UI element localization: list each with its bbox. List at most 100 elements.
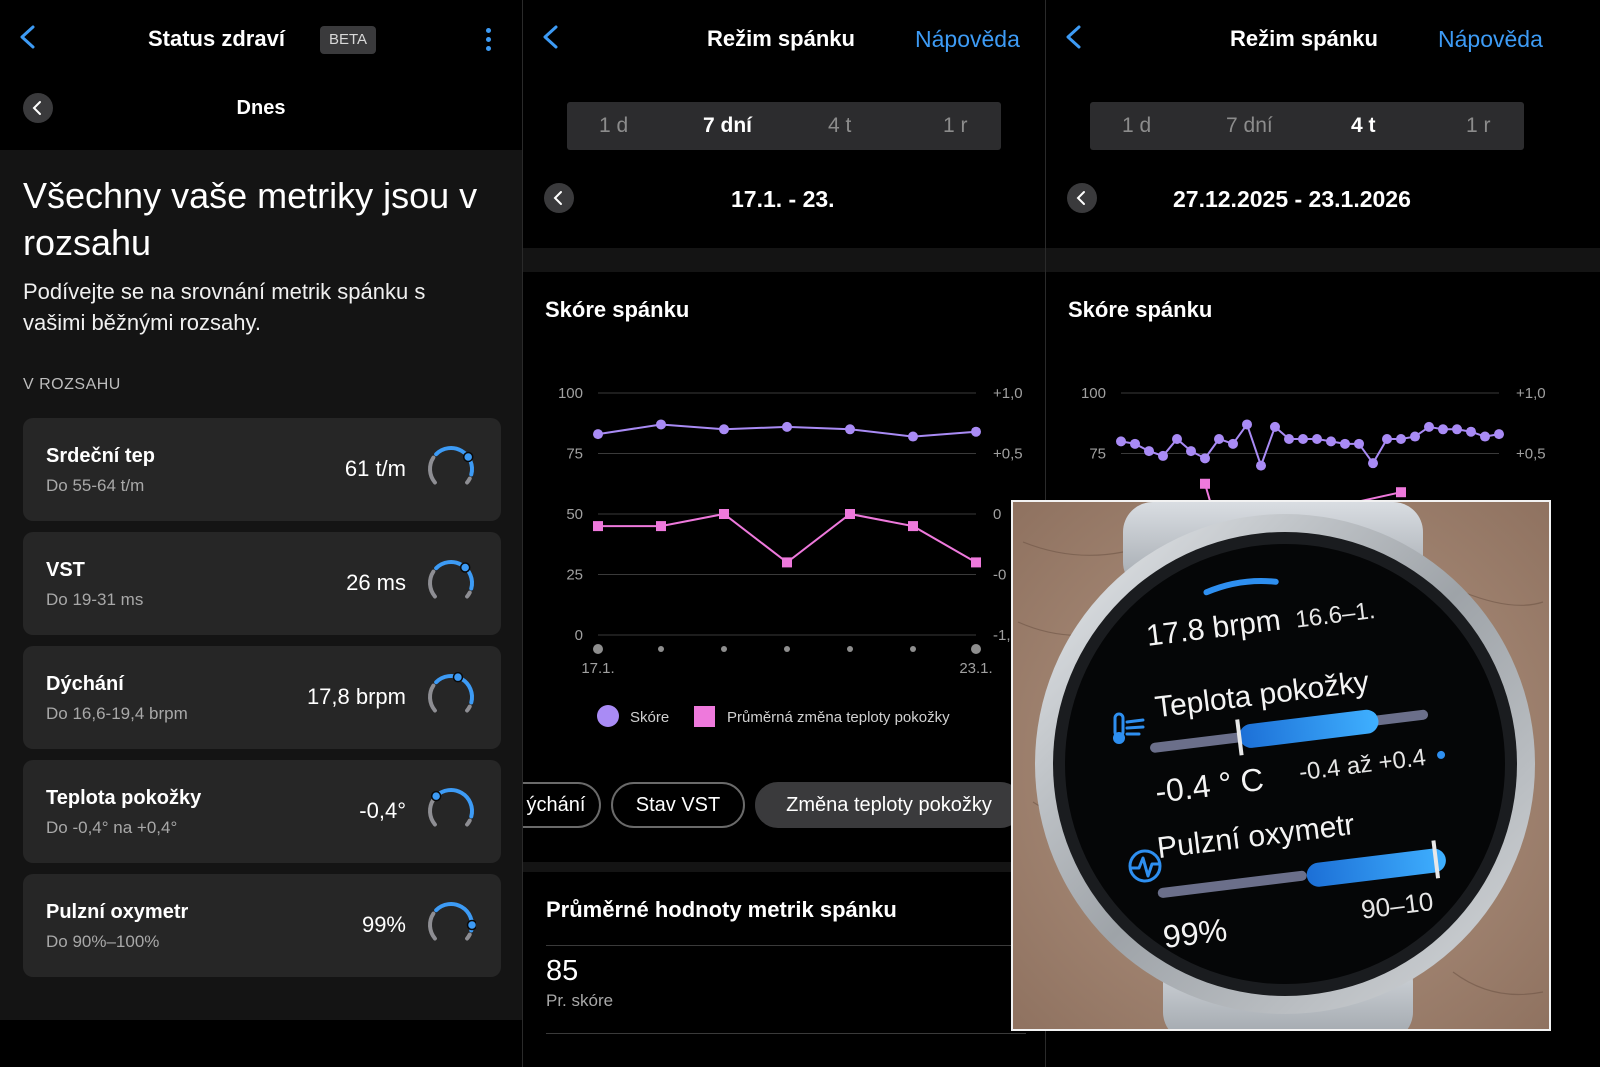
score-point — [1466, 426, 1476, 437]
metric-value: 99% — [361, 912, 406, 937]
score-point — [1340, 438, 1350, 449]
gauge-range-arc — [434, 788, 474, 819]
range-gauge-icon — [428, 672, 474, 713]
period-1d[interactable]: 1 d — [599, 114, 629, 137]
chip-breathing[interactable]: ýchání — [523, 782, 601, 828]
period-4w[interactable]: 4 t — [1351, 114, 1376, 137]
sleep-week-screen: Režim spánku Nápověda 1 d 7 dní 4 t 1 r … — [523, 0, 1045, 1067]
chip-skin-temp-change[interactable]: Změna teploty pokožky — [755, 782, 1023, 828]
score-point — [1144, 446, 1154, 457]
y-tick-label: 100 — [1081, 385, 1106, 402]
previous-range-button[interactable] — [1067, 183, 1097, 213]
x-tick-dot — [910, 646, 916, 652]
score-point — [1172, 433, 1182, 444]
score-point — [1424, 421, 1434, 432]
chevron-left-icon — [32, 101, 41, 115]
y2-tick-label: +1,0 — [1516, 385, 1546, 402]
gauge-low-arc — [428, 683, 437, 713]
previous-day-button[interactable] — [23, 93, 53, 123]
temp-point — [719, 509, 729, 519]
score-point — [1256, 460, 1266, 471]
x-tick-dot — [784, 646, 790, 652]
x-tick-dot — [658, 646, 664, 652]
y-tick-label: 50 — [566, 506, 583, 523]
divider-line — [546, 1033, 1026, 1034]
x-tick-dot — [721, 646, 727, 652]
x-tick-label: 23.1. — [959, 660, 992, 677]
back-arrow-icon[interactable] — [14, 22, 42, 52]
score-point — [1270, 421, 1280, 432]
section-title: Skóre spánku — [1068, 297, 1213, 322]
thermometer-hand-icon — [1113, 712, 1145, 744]
chevron-left-icon — [553, 191, 562, 205]
score-point — [593, 429, 603, 440]
score-point — [845, 424, 855, 435]
metric-card-breathing[interactable]: Dýchání Do 16,6-19,4 brpm 17,8 brpm — [23, 646, 501, 749]
y2-tick-label: +0,5 — [1516, 446, 1546, 463]
period-1d[interactable]: 1 d — [1122, 114, 1152, 137]
temp-point — [782, 557, 792, 568]
y-tick-label: 75 — [1089, 446, 1106, 463]
more-options-icon[interactable] — [486, 28, 492, 52]
score-point — [1368, 458, 1378, 469]
range-gauge-icon — [428, 560, 474, 599]
metric-range: Do 19-31 ms — [46, 590, 144, 609]
watch-illustration: 17.8 brpm 16.6–1. Teplota pokožky -0.4 °… — [1013, 502, 1549, 1029]
date-range: 27.12.2025 - 23.1.2026 — [1173, 186, 1411, 212]
panel-divider — [522, 0, 523, 1067]
period-7d[interactable]: 7 dní — [703, 114, 753, 137]
metric-value: 26 ms — [346, 570, 406, 595]
score-series-line — [1120, 422, 1500, 469]
metric-name: Pulzní oxymetr — [46, 901, 189, 923]
status-heading: Všechny vaše metriky jsou v rozsahu — [23, 175, 478, 263]
legend-score-label: Skóre — [630, 709, 669, 726]
metric-value: 61 t/m — [344, 456, 406, 481]
legend-score-marker — [597, 705, 619, 727]
status-subheading: Podívejte se na srovnání metrik spánku s… — [23, 279, 426, 335]
period-selector: 1 d 7 dní 4 t 1 r — [567, 102, 1001, 150]
gauge-marker — [462, 451, 474, 463]
temp-point — [1396, 487, 1406, 498]
avg-score-value: 85 — [546, 955, 579, 987]
score-point — [1158, 450, 1168, 461]
previous-range-button[interactable] — [544, 183, 574, 213]
gauge-marker — [459, 562, 471, 573]
chip-hrv-status[interactable]: Stav VST — [611, 782, 745, 828]
temp-point — [908, 521, 918, 532]
beta-badge: BETA — [320, 26, 376, 54]
metric-card-pulse-ox[interactable]: Pulzní oxymetr Do 90%–100% 99% — [23, 874, 501, 977]
back-arrow-icon[interactable] — [1060, 22, 1088, 52]
score-point — [656, 419, 666, 430]
score-point — [1382, 433, 1392, 444]
period-7d[interactable]: 7 dní — [1226, 114, 1273, 137]
metric-card-heart-rate[interactable]: Srdeční tep Do 55-64 t/m 61 t/m — [23, 418, 501, 521]
page-title: Režim spánku — [1230, 26, 1378, 51]
x-tick-label: 17.1. — [581, 660, 614, 677]
gauge-high-arc — [465, 704, 472, 713]
y-tick-label: 100 — [558, 385, 583, 402]
score-point — [1242, 419, 1252, 430]
gauge-high-arc — [465, 590, 472, 599]
period-1y[interactable]: 1 r — [1466, 114, 1491, 137]
help-link[interactable]: Nápověda — [915, 26, 1020, 52]
help-link[interactable]: Nápověda — [1438, 26, 1543, 52]
back-arrow-icon[interactable] — [537, 22, 565, 52]
period-4w[interactable]: 4 t — [828, 114, 852, 137]
y-tick-label: 0 — [575, 627, 583, 644]
section-label: V ROZSAHU — [23, 376, 121, 393]
score-point — [1494, 429, 1504, 440]
metric-card-skin-temperature[interactable]: Teplota pokožky Do -0,4° na +0,4° -0,4° — [23, 760, 501, 863]
chevron-left-icon — [1076, 191, 1085, 205]
temp-point — [1200, 478, 1210, 489]
averages-title: Průměrné hodnoty metrik spánku — [546, 897, 897, 922]
metric-card-hrv[interactable]: VST Do 19-31 ms 26 ms — [23, 532, 501, 635]
section-title: Skóre spánku — [545, 297, 690, 322]
score-point — [782, 421, 792, 432]
score-point — [1438, 424, 1448, 435]
period-1y[interactable]: 1 r — [943, 114, 968, 137]
page-title: Status zdraví — [148, 26, 285, 51]
score-point — [1410, 431, 1420, 442]
watch-photo: 17.8 brpm 16.6–1. Teplota pokožky -0.4 °… — [1011, 500, 1551, 1031]
score-point — [1354, 438, 1364, 449]
gauge-low-arc — [428, 455, 437, 485]
